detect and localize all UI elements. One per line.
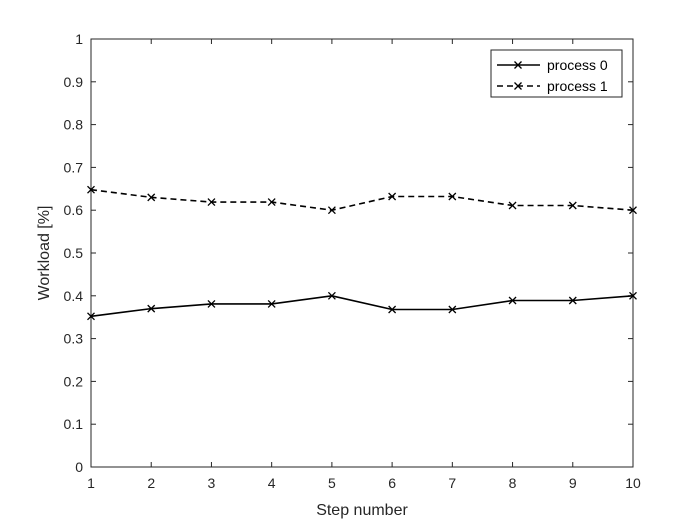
data-point-marker [388, 305, 397, 314]
x-axis-label: Step number [316, 502, 408, 519]
plot-area [90, 38, 634, 468]
y-tick-label: 0.7 [64, 159, 84, 175]
legend-marker [514, 82, 522, 90]
x-tick-label: 2 [147, 475, 155, 491]
legend-marker [514, 61, 522, 69]
data-point-marker [388, 192, 397, 201]
data-point-marker [568, 201, 577, 210]
y-tick-label: 0.9 [64, 74, 84, 90]
data-point-marker [508, 201, 517, 210]
data-point-marker [207, 299, 216, 308]
legend-box [490, 49, 623, 98]
series-layer [87, 185, 637, 321]
axis-ticks: 1 2 3 4 5 6 7 8 9 10 0 0.1 0.2 0.3 0.4 0.5 0.6 0.7 0.8 0.9 1 [64, 31, 641, 491]
data-point-marker [629, 291, 637, 300]
data-point-marker [448, 192, 457, 201]
data-point-marker [267, 299, 276, 308]
data-point-marker [508, 296, 517, 305]
legend-entry: process 0 [497, 57, 608, 73]
data-point-marker [327, 206, 336, 215]
x-tick-label: 8 [509, 475, 517, 491]
data-point-marker [87, 185, 95, 194]
legend-entry: process 1 [497, 78, 608, 94]
legend: process 0 process 1 [490, 49, 623, 98]
y-tick-label: 0 [75, 459, 83, 475]
y-tick-label: 1 [75, 31, 83, 47]
y-tick-label: 0.5 [64, 245, 84, 261]
series-process-1 [87, 185, 637, 215]
x-tick-label: 6 [388, 475, 396, 491]
y-tick-label: 0.3 [64, 331, 84, 347]
data-point-marker [448, 305, 457, 314]
x-tick-label: 5 [328, 475, 336, 491]
data-point-marker [147, 193, 156, 202]
x-tick-label: 7 [448, 475, 456, 491]
data-point-marker [147, 304, 156, 313]
series-line [90, 188, 634, 212]
y-tick-label: 0.1 [64, 416, 84, 432]
data-point-marker [327, 291, 336, 300]
series-line [90, 294, 634, 318]
y-tick-label: 0.6 [64, 202, 84, 218]
x-tick-label: 10 [625, 475, 641, 491]
x-tick-label: 4 [268, 475, 276, 491]
data-point-marker [267, 198, 276, 207]
data-point-marker [568, 296, 577, 305]
x-tick-label: 9 [569, 475, 577, 491]
legend-label: process 1 [547, 78, 608, 94]
x-tick-label: 1 [87, 475, 95, 491]
data-point-marker [629, 206, 637, 215]
y-tick-label: 0.2 [64, 373, 84, 389]
y-tick-label: 0.4 [64, 288, 84, 304]
data-point-marker [87, 312, 95, 321]
x-tick-label: 3 [208, 475, 216, 491]
legend-label: process 0 [547, 57, 608, 73]
y-tick-label: 0.8 [64, 117, 84, 133]
y-axis-label: Workload [%] [36, 206, 53, 301]
series-process-0 [87, 291, 637, 321]
data-point-marker [207, 198, 216, 207]
